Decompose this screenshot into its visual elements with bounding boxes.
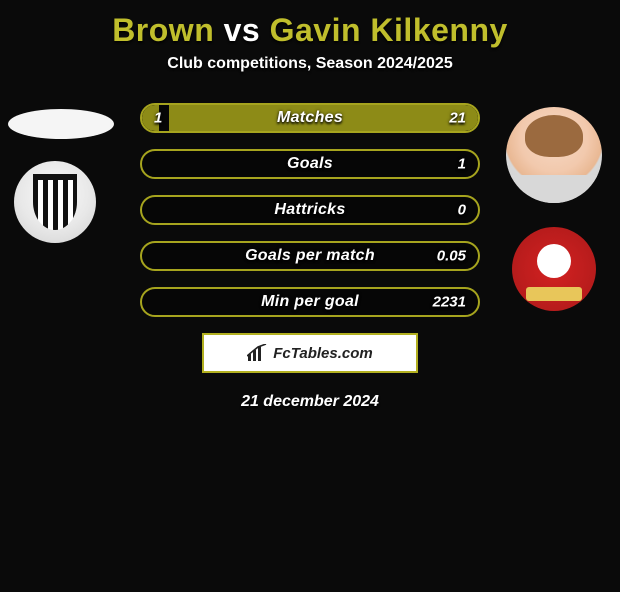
player2-avatar: [506, 107, 602, 203]
player1-column: [8, 103, 128, 243]
stat-label: Hattricks: [274, 201, 345, 219]
stat-bar: Goals per match 0.05: [140, 241, 480, 271]
stat-bar: Min per goal 2231: [140, 287, 480, 317]
brand-text: FcTables.com: [273, 345, 372, 362]
player2-name: Gavin Kilkenny: [270, 12, 508, 48]
player1-name: Brown: [112, 12, 214, 48]
player2-column: [502, 103, 612, 311]
comparison-title: Brown vs Gavin Kilkenny: [0, 12, 620, 49]
stat-label: Matches: [277, 109, 343, 127]
player1-club-badge: [14, 161, 96, 243]
stat-value-right: 21: [449, 110, 466, 127]
stat-bar: 1 Matches 21: [140, 103, 480, 133]
stat-label: Min per goal: [261, 293, 359, 311]
vs-separator: vs: [224, 12, 261, 48]
stat-value-right: 1: [458, 156, 466, 173]
stat-bar: Goals 1: [140, 149, 480, 179]
stat-value-right: 0: [458, 202, 466, 219]
stat-value-right: 0.05: [437, 248, 466, 265]
footer-date: 21 december 2024: [0, 393, 620, 411]
stat-value-left: 1: [154, 110, 162, 127]
player2-club-badge: [512, 227, 596, 311]
stat-label: Goals per match: [245, 247, 375, 265]
stat-bar: Hattricks 0: [140, 195, 480, 225]
subtitle: Club competitions, Season 2024/2025: [0, 55, 620, 73]
stat-value-right: 2231: [433, 294, 466, 311]
comparison-arena: 1 Matches 21 Goals 1 Hattricks 0 Goals per matc…: [0, 103, 620, 411]
stat-label: Goals: [287, 155, 333, 173]
player1-avatar: [8, 109, 114, 139]
chart-icon: [247, 344, 269, 362]
stat-bars: 1 Matches 21 Goals 1 Hattricks 0 Goals per matc…: [140, 103, 480, 317]
brand-footer[interactable]: FcTables.com: [202, 333, 418, 373]
